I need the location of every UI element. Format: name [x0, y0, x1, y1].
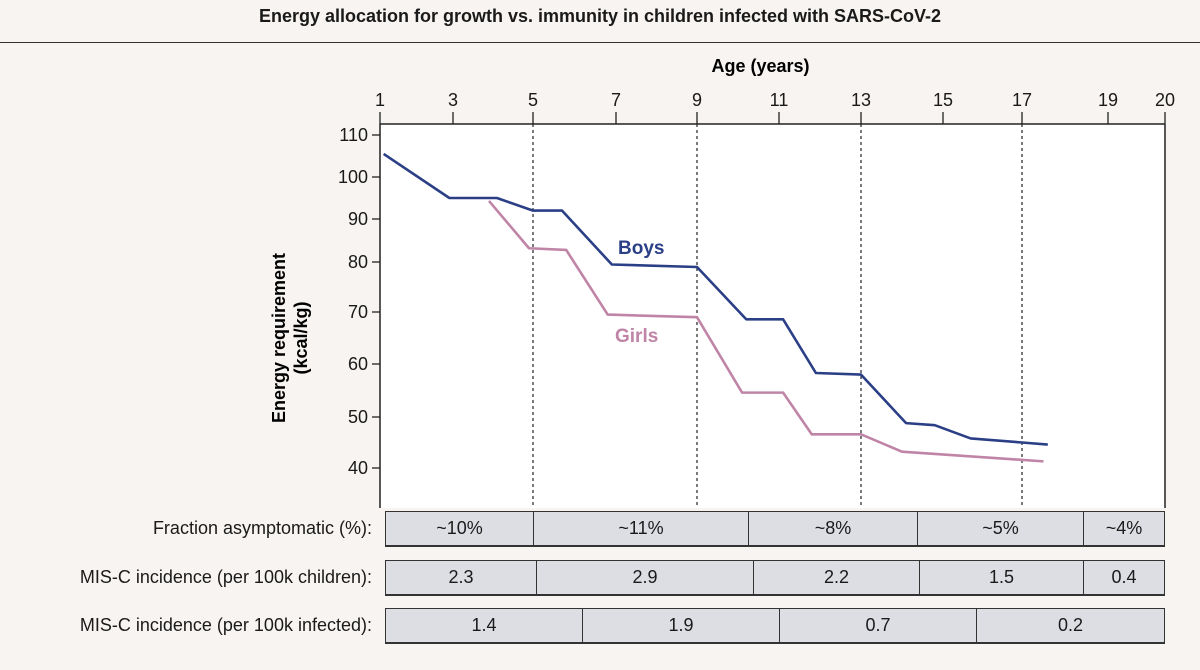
table-cell: 2.9 — [537, 561, 754, 594]
y-axis-label-line: (kcal/kg) — [291, 301, 311, 374]
series-label-boys: Boys — [618, 238, 664, 259]
table-cell: ~4% — [1105, 518, 1143, 538]
x-tick-label: 7 — [611, 90, 621, 110]
table-cell: 0.4 — [1111, 567, 1137, 587]
table-cell: 0.7 — [780, 609, 977, 642]
x-axis-label: Age (years) — [711, 56, 809, 76]
y-tick-label: 40 — [348, 458, 368, 478]
y-axis-label: Energy requirement (kcal/kg) — [269, 253, 311, 423]
x-tick-label: 9 — [692, 90, 702, 110]
x-tick-label: 1 — [375, 90, 385, 110]
table-cell: ~10% — [386, 512, 534, 545]
x-tick-label: 3 — [448, 90, 458, 110]
x-tick-label: 15 — [933, 90, 953, 110]
table-row: 1.4 1.9 0.7 0.2 — [385, 608, 1165, 644]
table-cell: 0.2 — [1057, 615, 1084, 635]
series-line-girls — [488, 200, 1044, 463]
table-cell: ~8% — [749, 512, 918, 545]
y-axis-label-line: Energy requirement — [269, 253, 289, 423]
table-cell: 2.2 — [754, 561, 920, 594]
row-label: MIS-C incidence (per 100k children): — [79, 567, 372, 587]
row-label: MIS-C incidence (per 100k infected): — [79, 615, 372, 635]
x-tick-label: 11 — [770, 90, 789, 110]
y-tick-label: 70 — [348, 302, 368, 322]
x-tick-label: 20 — [1155, 90, 1175, 110]
table-cell: 1.5 — [920, 561, 1084, 594]
x-tick-label: 19 — [1098, 90, 1118, 110]
chart-title: Energy allocation for growth vs. immunit… — [258, 6, 942, 26]
series-line-boys — [382, 152, 1048, 446]
table-cell: 1.4 — [386, 609, 583, 642]
y-tick-label: 50 — [348, 407, 368, 427]
y-tick-label: 100 — [338, 167, 368, 187]
y-tick-label: 60 — [348, 354, 368, 374]
table-cell: 1.9 — [583, 609, 780, 642]
table-row: ~10% ~11% ~8% ~5% ~4% — [385, 511, 1165, 547]
series-label-girls: Girls — [615, 326, 658, 347]
x-tick-label: 17 — [1012, 90, 1032, 110]
table-cell: 2.3 — [386, 561, 537, 594]
y-tick-label: 90 — [348, 209, 368, 229]
table-row: 2.3 2.9 2.2 1.5 0.4 — [385, 560, 1165, 596]
title-divider — [0, 42, 1200, 43]
row-label: Fraction asymptomatic (%): — [152, 518, 372, 538]
x-tick-label: 13 — [851, 90, 871, 110]
table-cell: ~5% — [918, 512, 1084, 545]
plot-area — [380, 124, 1165, 508]
y-tick-label: 110 — [339, 125, 368, 145]
table-cell: ~11% — [534, 512, 749, 545]
y-tick-label: 80 — [348, 252, 368, 272]
x-tick-label: 5 — [528, 90, 538, 110]
